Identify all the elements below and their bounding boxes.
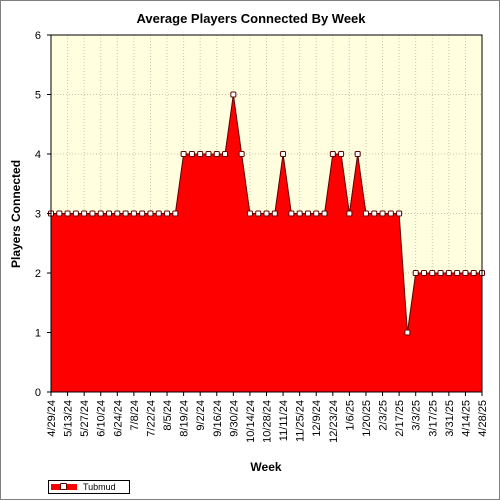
data-point <box>222 151 229 157</box>
data-point <box>462 270 469 276</box>
data-point <box>97 210 104 217</box>
data-point <box>313 210 320 217</box>
x-tick-label: 3/17/25 <box>427 400 439 437</box>
y-tick-label: 3 <box>35 209 41 221</box>
data-point <box>213 151 220 157</box>
x-tick-label: 5/13/24 <box>63 400 75 437</box>
data-point <box>122 210 129 217</box>
data-point <box>445 270 452 276</box>
data-point <box>296 210 303 217</box>
data-point <box>280 151 287 157</box>
x-tick-label: 11/11/24 <box>278 400 290 441</box>
data-point <box>429 270 436 276</box>
y-tick-label: 2 <box>35 268 41 280</box>
data-point <box>470 270 477 276</box>
data-point <box>246 210 253 217</box>
data-point <box>172 210 179 217</box>
data-point <box>197 151 204 157</box>
data-point <box>255 210 262 217</box>
data-point <box>106 210 113 217</box>
data-point <box>271 210 278 217</box>
chart-title: Average Players Connected By Week <box>136 11 366 26</box>
legend: Tubmud <box>48 480 130 494</box>
x-tick-label: 4/28/25 <box>477 400 489 437</box>
data-point <box>437 270 444 276</box>
data-point <box>346 210 353 217</box>
data-point <box>205 151 212 157</box>
x-tick-label: 12/23/24 <box>328 400 340 443</box>
x-tick-label: 5/27/24 <box>79 400 91 437</box>
x-tick-label: 8/5/24 <box>162 400 174 431</box>
data-point <box>263 210 270 217</box>
data-point <box>371 210 378 217</box>
x-tick-label: 2/17/25 <box>394 400 406 437</box>
data-point <box>89 210 96 217</box>
y-axis-label: Players Connected <box>9 160 23 268</box>
x-tick-label: 6/10/24 <box>96 400 108 437</box>
data-point <box>288 210 295 217</box>
legend-marker-icon <box>60 483 67 490</box>
data-point <box>238 151 245 157</box>
x-tick-label: 8/19/24 <box>179 400 191 437</box>
data-point <box>362 210 369 217</box>
x-tick-label: 4/14/25 <box>460 400 472 437</box>
data-point <box>354 151 361 157</box>
legend-label: Tubmud <box>83 482 116 492</box>
x-axis-label: Week <box>250 460 281 474</box>
data-point <box>64 210 71 217</box>
data-point <box>81 210 88 217</box>
data-point <box>304 210 311 217</box>
x-tick-label: 6/24/24 <box>112 400 124 437</box>
x-tick-label: 3/3/25 <box>411 400 423 431</box>
y-tick-label: 0 <box>35 387 41 399</box>
x-tick-label: 1/6/25 <box>344 400 356 431</box>
y-tick-label: 1 <box>35 328 41 340</box>
x-tick-label: 11/25/24 <box>295 400 307 442</box>
data-point <box>321 210 328 217</box>
data-point <box>396 210 403 217</box>
data-point <box>139 210 146 217</box>
data-point <box>56 210 63 217</box>
data-point <box>188 151 195 157</box>
data-point <box>155 210 162 217</box>
data-point <box>387 210 394 217</box>
data-point <box>130 210 137 217</box>
data-point <box>164 210 171 217</box>
y-tick-label: 5 <box>35 90 41 102</box>
x-tick-label: 9/16/24 <box>212 400 224 437</box>
data-point <box>180 151 187 157</box>
x-tick-label: 4/29/24 <box>46 400 58 437</box>
x-tick-label: 1/20/25 <box>361 400 373 437</box>
data-point <box>412 270 419 276</box>
data-point <box>404 329 411 336</box>
data-point <box>72 210 79 217</box>
data-point <box>420 270 427 276</box>
data-point <box>230 91 237 98</box>
y-tick-label: 4 <box>35 149 41 161</box>
series-area-tubmud <box>51 94 482 392</box>
x-tick-label: 7/8/24 <box>129 400 141 431</box>
data-point <box>379 210 386 217</box>
x-tick-label: 10/28/24 <box>262 400 274 443</box>
y-tick-label: 6 <box>35 30 41 42</box>
x-tick-label: 3/31/25 <box>444 400 456 437</box>
x-tick-label: 7/22/24 <box>145 400 157 437</box>
x-tick-label: 2/3/25 <box>378 400 390 431</box>
data-point <box>147 210 154 217</box>
x-tick-label: 10/14/24 <box>245 400 257 443</box>
data-point <box>114 210 121 217</box>
x-tick-label: 9/2/24 <box>195 400 207 431</box>
data-point <box>454 270 461 276</box>
x-tick-label: 9/30/24 <box>228 400 240 437</box>
data-point <box>338 151 345 157</box>
data-point <box>329 151 336 157</box>
x-tick-label: 12/9/24 <box>311 400 323 437</box>
